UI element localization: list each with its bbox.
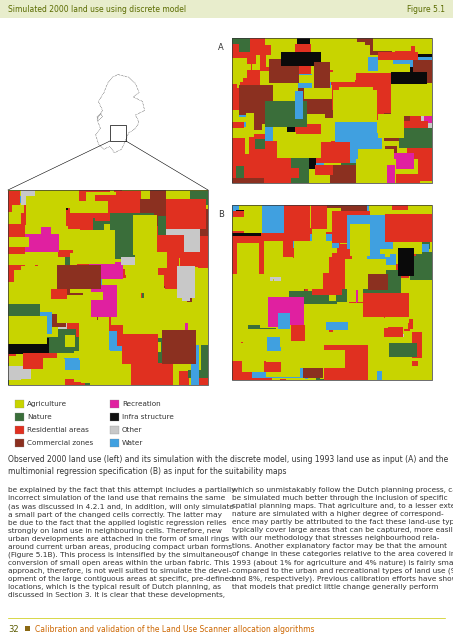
Text: B: B <box>218 210 224 219</box>
Text: Commercial zones: Commercial zones <box>27 440 93 446</box>
Text: Nature: Nature <box>27 414 52 420</box>
Bar <box>110 125 126 141</box>
Text: Water: Water <box>122 440 144 446</box>
Bar <box>25 626 30 631</box>
Text: Simulated 2000 land use using discrete model: Simulated 2000 land use using discrete m… <box>8 4 186 13</box>
Bar <box>15 439 24 447</box>
Text: Recreation: Recreation <box>122 401 161 407</box>
Bar <box>15 426 24 434</box>
Text: 32: 32 <box>8 625 19 634</box>
Text: Infra structure: Infra structure <box>122 414 174 420</box>
Bar <box>232 38 432 183</box>
Bar <box>110 413 119 421</box>
Text: Calibration and validation of the Land Use Scanner allocation algorithms: Calibration and validation of the Land U… <box>35 625 314 634</box>
Bar <box>110 400 119 408</box>
Text: Residential areas: Residential areas <box>27 427 89 433</box>
Text: be explained by the fact that this attempt includes a partially
incorrect simula: be explained by the fact that this attem… <box>8 487 236 598</box>
Text: Agriculture: Agriculture <box>27 401 67 407</box>
Bar <box>15 400 24 408</box>
Bar <box>8 190 208 385</box>
Bar <box>15 413 24 421</box>
Bar <box>232 205 432 380</box>
Text: Figure 5.1: Figure 5.1 <box>407 4 445 13</box>
Bar <box>110 426 119 434</box>
Text: which so unmistakably follow the Dutch planning process, can
be simulated much b: which so unmistakably follow the Dutch p… <box>232 487 453 591</box>
Bar <box>110 439 119 447</box>
Bar <box>0 0 453 18</box>
Text: Other: Other <box>122 427 143 433</box>
Text: Observed 2000 land use (left) and its simulation with the discrete model, using : Observed 2000 land use (left) and its si… <box>8 455 448 476</box>
Text: A: A <box>218 43 224 52</box>
